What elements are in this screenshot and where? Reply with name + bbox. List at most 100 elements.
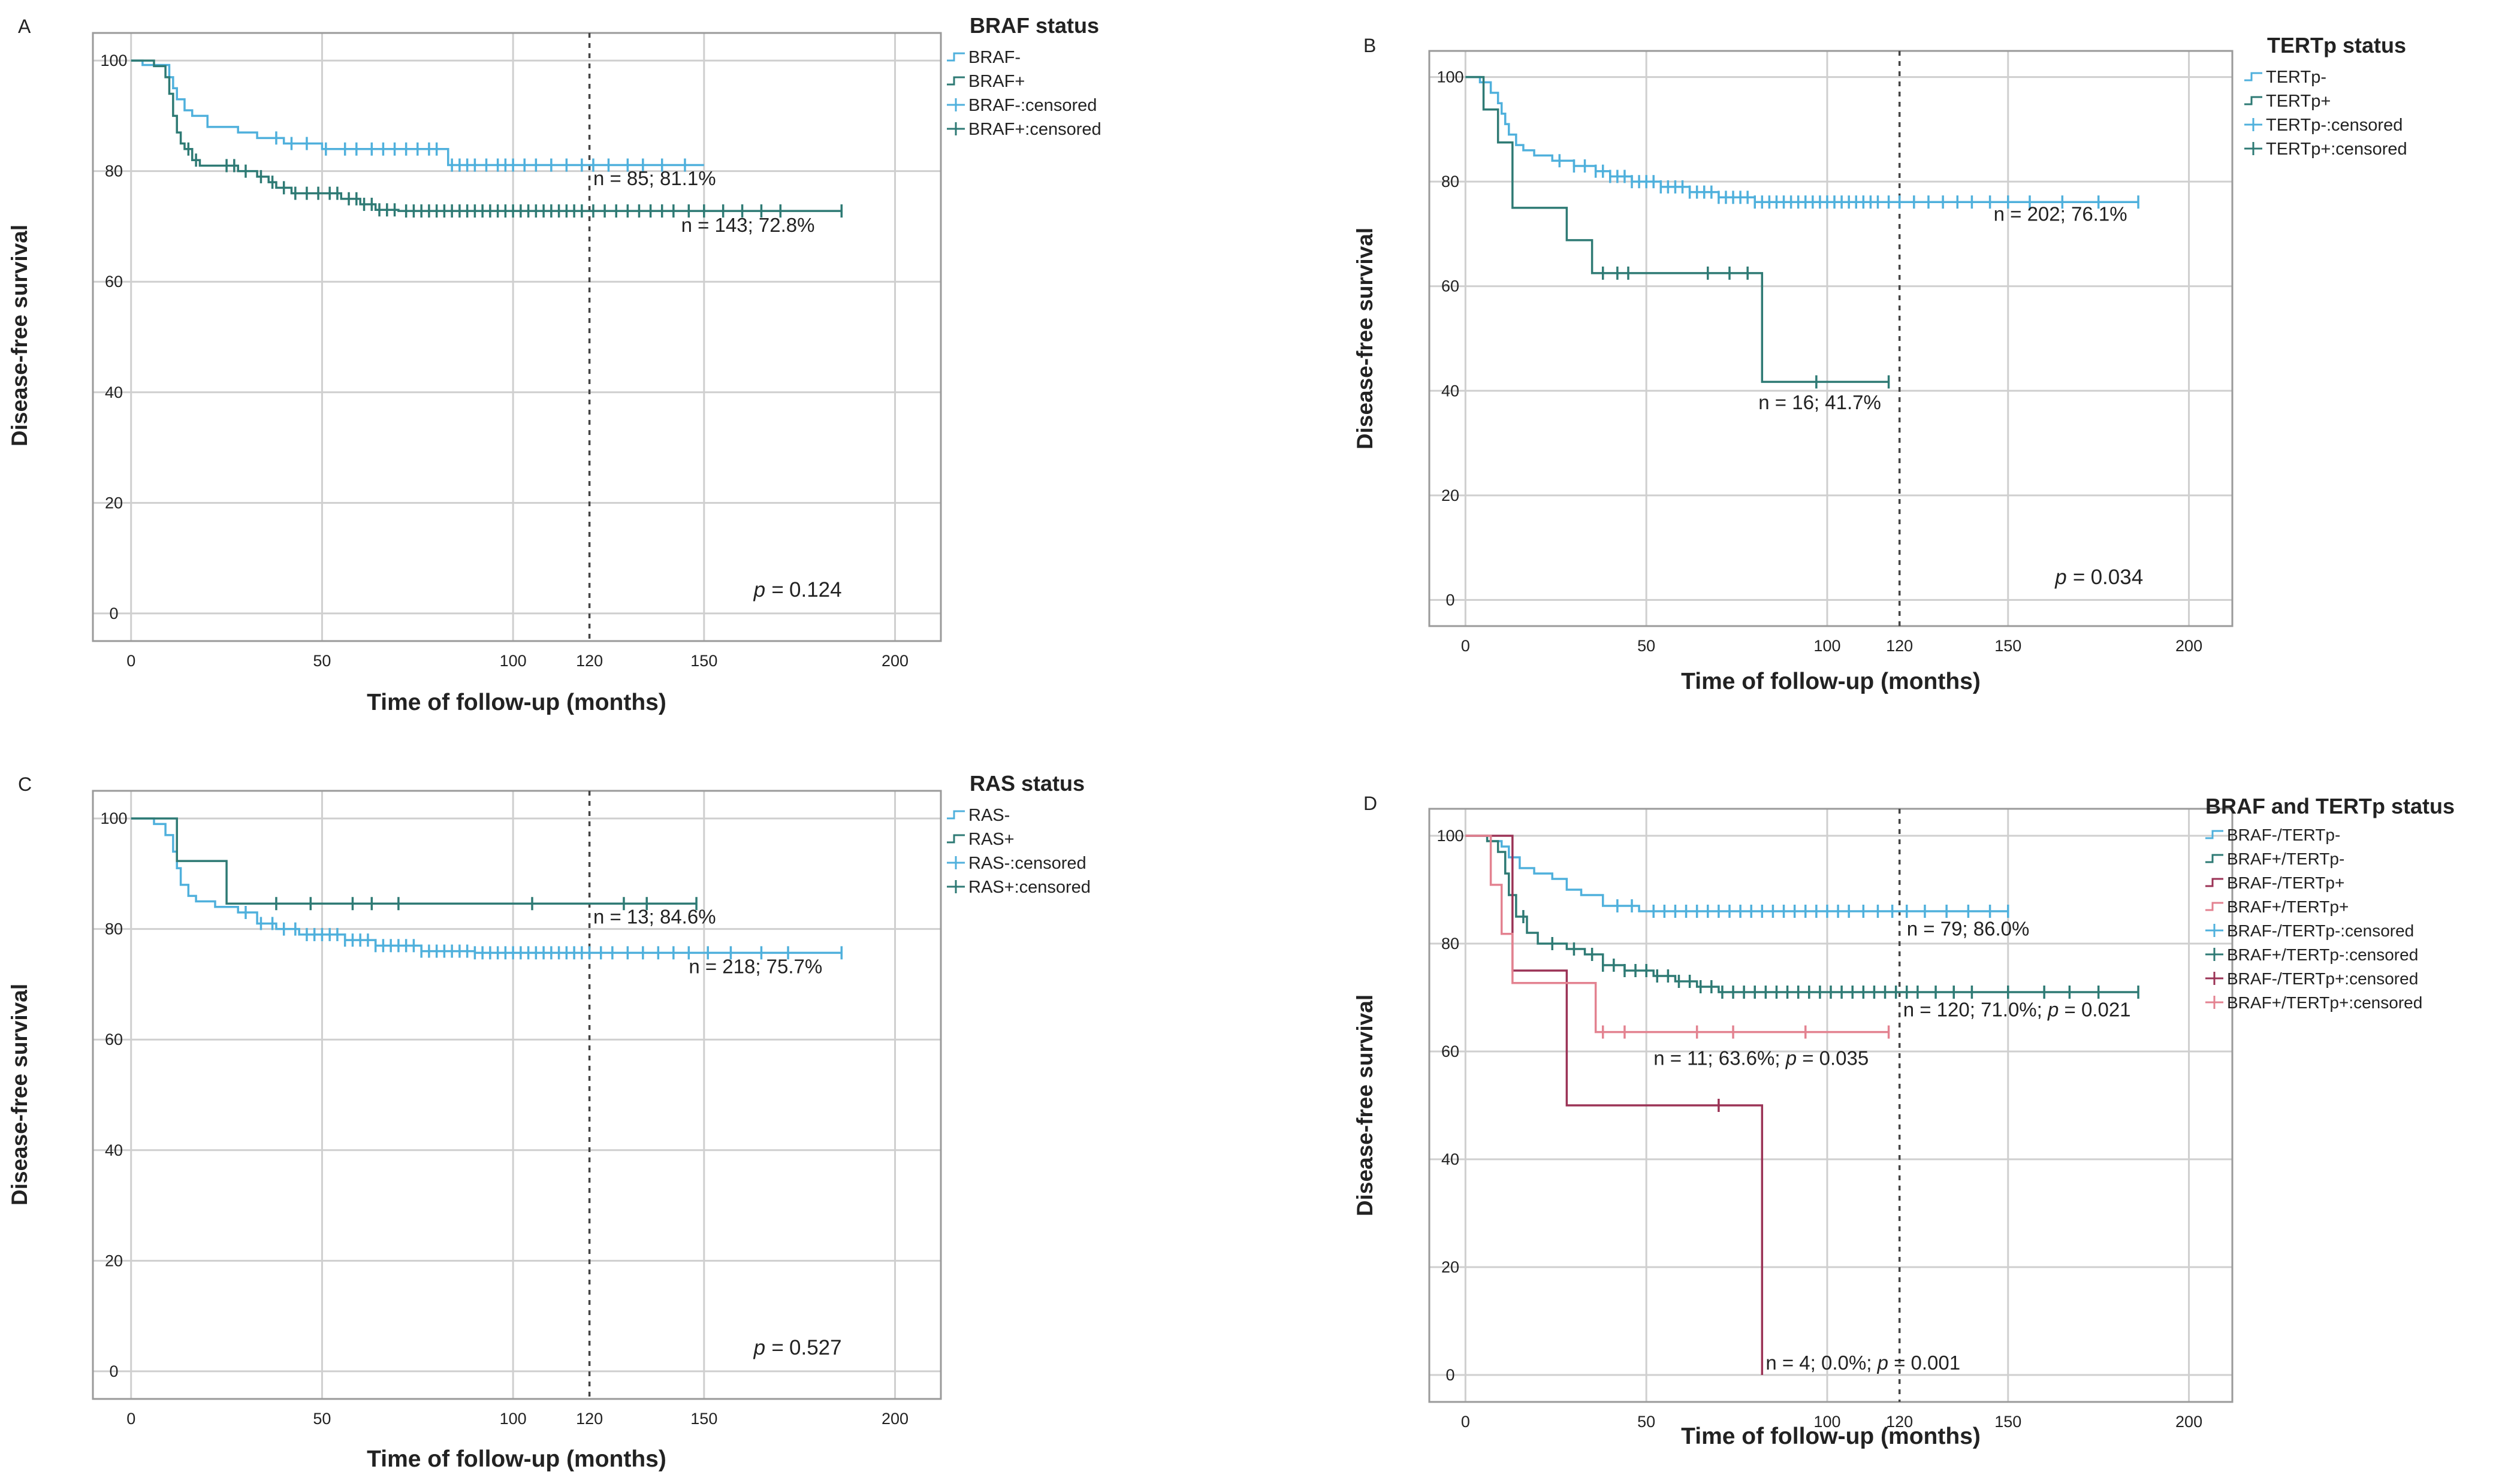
survival-annotation: n = 79; 86.0% — [1907, 918, 2030, 940]
legend-swatch — [2244, 72, 2262, 81]
plot-frame — [1428, 50, 2234, 627]
y-tick-label: 40 — [1441, 382, 1459, 400]
survival-annotation: n = 4; 0.0%; p = 0.001 — [1765, 1352, 1960, 1374]
y-tick-label: 100 — [100, 52, 127, 69]
x-tick-label: 50 — [1637, 1413, 1655, 1431]
km-curve-tertp- — [1465, 75, 1889, 383]
y-tick-label: 60 — [105, 273, 123, 291]
x-axis-label: Time of follow-up (months) — [367, 690, 666, 715]
p-symbol: p = — [753, 578, 789, 602]
legend: TERTp status TERTp- TERTp+ TERTp-:censored T… — [2244, 33, 2407, 159]
annotation-part: n = 11; 63.6%; — [1653, 1047, 1785, 1069]
y-tick-label: 20 — [105, 494, 123, 512]
km-curve-braf-tertp- — [1465, 835, 2008, 912]
y-tick-label: 80 — [1441, 173, 1459, 191]
survival-annotation: n = 13; 84.6% — [593, 905, 716, 927]
legend-entry-censored: RAS-:censored — [968, 854, 1086, 873]
survival-annotation: n = 11; 63.6%; p = 0.035 — [1653, 1047, 1869, 1069]
survival-annotation: n = 16; 41.7% — [1758, 391, 1881, 413]
legend-swatch — [947, 52, 965, 62]
x-tick-label: 100 — [500, 1410, 527, 1428]
km-curve-braf-tertp- — [1465, 835, 1764, 1375]
legend-entry-censored: RAS+:censored — [968, 878, 1091, 897]
x-tick-label-120: 120 — [1886, 637, 1913, 655]
p-symbol: p = — [753, 1336, 789, 1359]
x-axis-label: Time of follow-up (months) — [1681, 669, 1981, 694]
km-curve-braf-tertp- — [1465, 835, 1889, 1033]
y-tick-label: 20 — [1441, 486, 1459, 504]
plot-frame — [1428, 808, 2234, 1403]
annotation-part: = 0.021 — [2059, 999, 2130, 1021]
km-curve-ras- — [131, 817, 842, 954]
legend-swatch — [2205, 854, 2223, 863]
legend-swatch — [2205, 902, 2223, 911]
x-tick-label: 100 — [500, 652, 527, 670]
x-tick-label: 200 — [882, 1410, 909, 1428]
plot-frame — [92, 32, 942, 642]
legend-entry-censored: BRAF+/TERTp-:censored — [2227, 945, 2418, 964]
panel-b: 0 50 100 150 200 120 0 20 40 60 80 100 B Time of foll… — [1353, 33, 2407, 694]
legend-swatch — [2244, 96, 2262, 105]
x-tick-label: 0 — [126, 1410, 135, 1428]
km-curve-braf- — [131, 59, 842, 212]
x-axis-label: Time of follow-up (months) — [367, 1446, 666, 1472]
legend-swatch — [947, 76, 965, 86]
legend-entry: TERTp- — [2266, 68, 2326, 87]
legend: RAS status RAS- RAS+ RAS-:censored RAS+:cens… — [947, 771, 1091, 897]
legend-censor-swatch — [947, 856, 965, 869]
y-axis-label: Disease-free survival — [1353, 995, 1377, 1216]
y-tick-label: 60 — [1441, 277, 1459, 295]
legend-censor-swatch — [2205, 924, 2223, 937]
p-number: 0.124 — [789, 578, 842, 602]
legend-entry: BRAF+ — [968, 72, 1025, 91]
legend-swatch — [2205, 830, 2223, 839]
y-tick-label: 20 — [1441, 1258, 1459, 1276]
legend-entry: BRAF+/TERTp+ — [2227, 897, 2349, 916]
survival-annotation: n = 218; 75.7% — [689, 956, 822, 978]
legend-entry-censored: BRAF-:censored — [968, 96, 1097, 115]
legend-title: TERTp status — [2267, 33, 2406, 58]
legend-entry: TERTp+ — [2266, 92, 2331, 111]
legend-entry: RAS+ — [968, 830, 1015, 849]
y-tick-label: 40 — [105, 1141, 123, 1159]
x-tick-label: 50 — [313, 1410, 331, 1428]
legend: BRAF status BRAF- BRAF+ BRAF-:censored BRAF+… — [947, 13, 1101, 139]
y-tick-label: 80 — [105, 920, 123, 938]
legend-censor-swatch — [2244, 118, 2262, 131]
p-value: p = 0.034 — [2054, 566, 2143, 589]
panel-label: B — [1363, 35, 1376, 56]
y-axis-label: Disease-free survival — [7, 225, 32, 446]
legend-entry: BRAF+/TERTp- — [2227, 850, 2344, 868]
legend-entry: RAS- — [968, 806, 1010, 825]
survival-annotation: n = 202; 76.1% — [1994, 203, 2127, 225]
x-tick-label: 200 — [882, 652, 909, 670]
x-tick-label: 50 — [313, 652, 331, 670]
legend-title: RAS status — [970, 771, 1085, 796]
y-tick-label: 0 — [1445, 591, 1454, 609]
x-axis-label: Time of follow-up (months) — [1681, 1423, 1981, 1449]
x-tick-label: 0 — [1461, 1413, 1470, 1431]
panel-label: C — [18, 773, 32, 795]
p-value: p = 0.124 — [753, 578, 842, 602]
x-tick-label: 150 — [690, 1410, 717, 1428]
x-tick-label-120: 120 — [1886, 1413, 1913, 1431]
annotation-part: p — [1877, 1352, 1888, 1374]
y-tick-label: 60 — [105, 1030, 123, 1048]
legend-censor-swatch — [2205, 948, 2223, 961]
p-value: p = 0.527 — [753, 1336, 842, 1359]
legend-entry-censored: TERTp+:censored — [2266, 140, 2407, 159]
x-tick-label: 100 — [1813, 637, 1840, 655]
legend-swatch — [2205, 878, 2223, 887]
legend: BRAF and TERTp status BRAF-/TERTp- BRAF+/T… — [2205, 794, 2455, 1012]
y-tick-label: 0 — [1445, 1366, 1454, 1384]
legend-entry-censored: BRAF+/TERTp+:censored — [2227, 993, 2422, 1012]
survival-annotation: n = 120; 71.0%; p = 0.021 — [1903, 999, 2131, 1021]
x-tick-label: 200 — [2175, 1413, 2202, 1431]
y-tick-label: 40 — [1441, 1150, 1459, 1168]
plot-frame — [92, 790, 942, 1400]
y-tick-label: 0 — [109, 1362, 118, 1380]
legend-entry-censored: TERTp-:censored — [2266, 116, 2403, 135]
y-tick-label: 100 — [100, 809, 127, 827]
annotation-part: = 0.001 — [1888, 1352, 1960, 1374]
p-number: 0.527 — [789, 1336, 842, 1359]
